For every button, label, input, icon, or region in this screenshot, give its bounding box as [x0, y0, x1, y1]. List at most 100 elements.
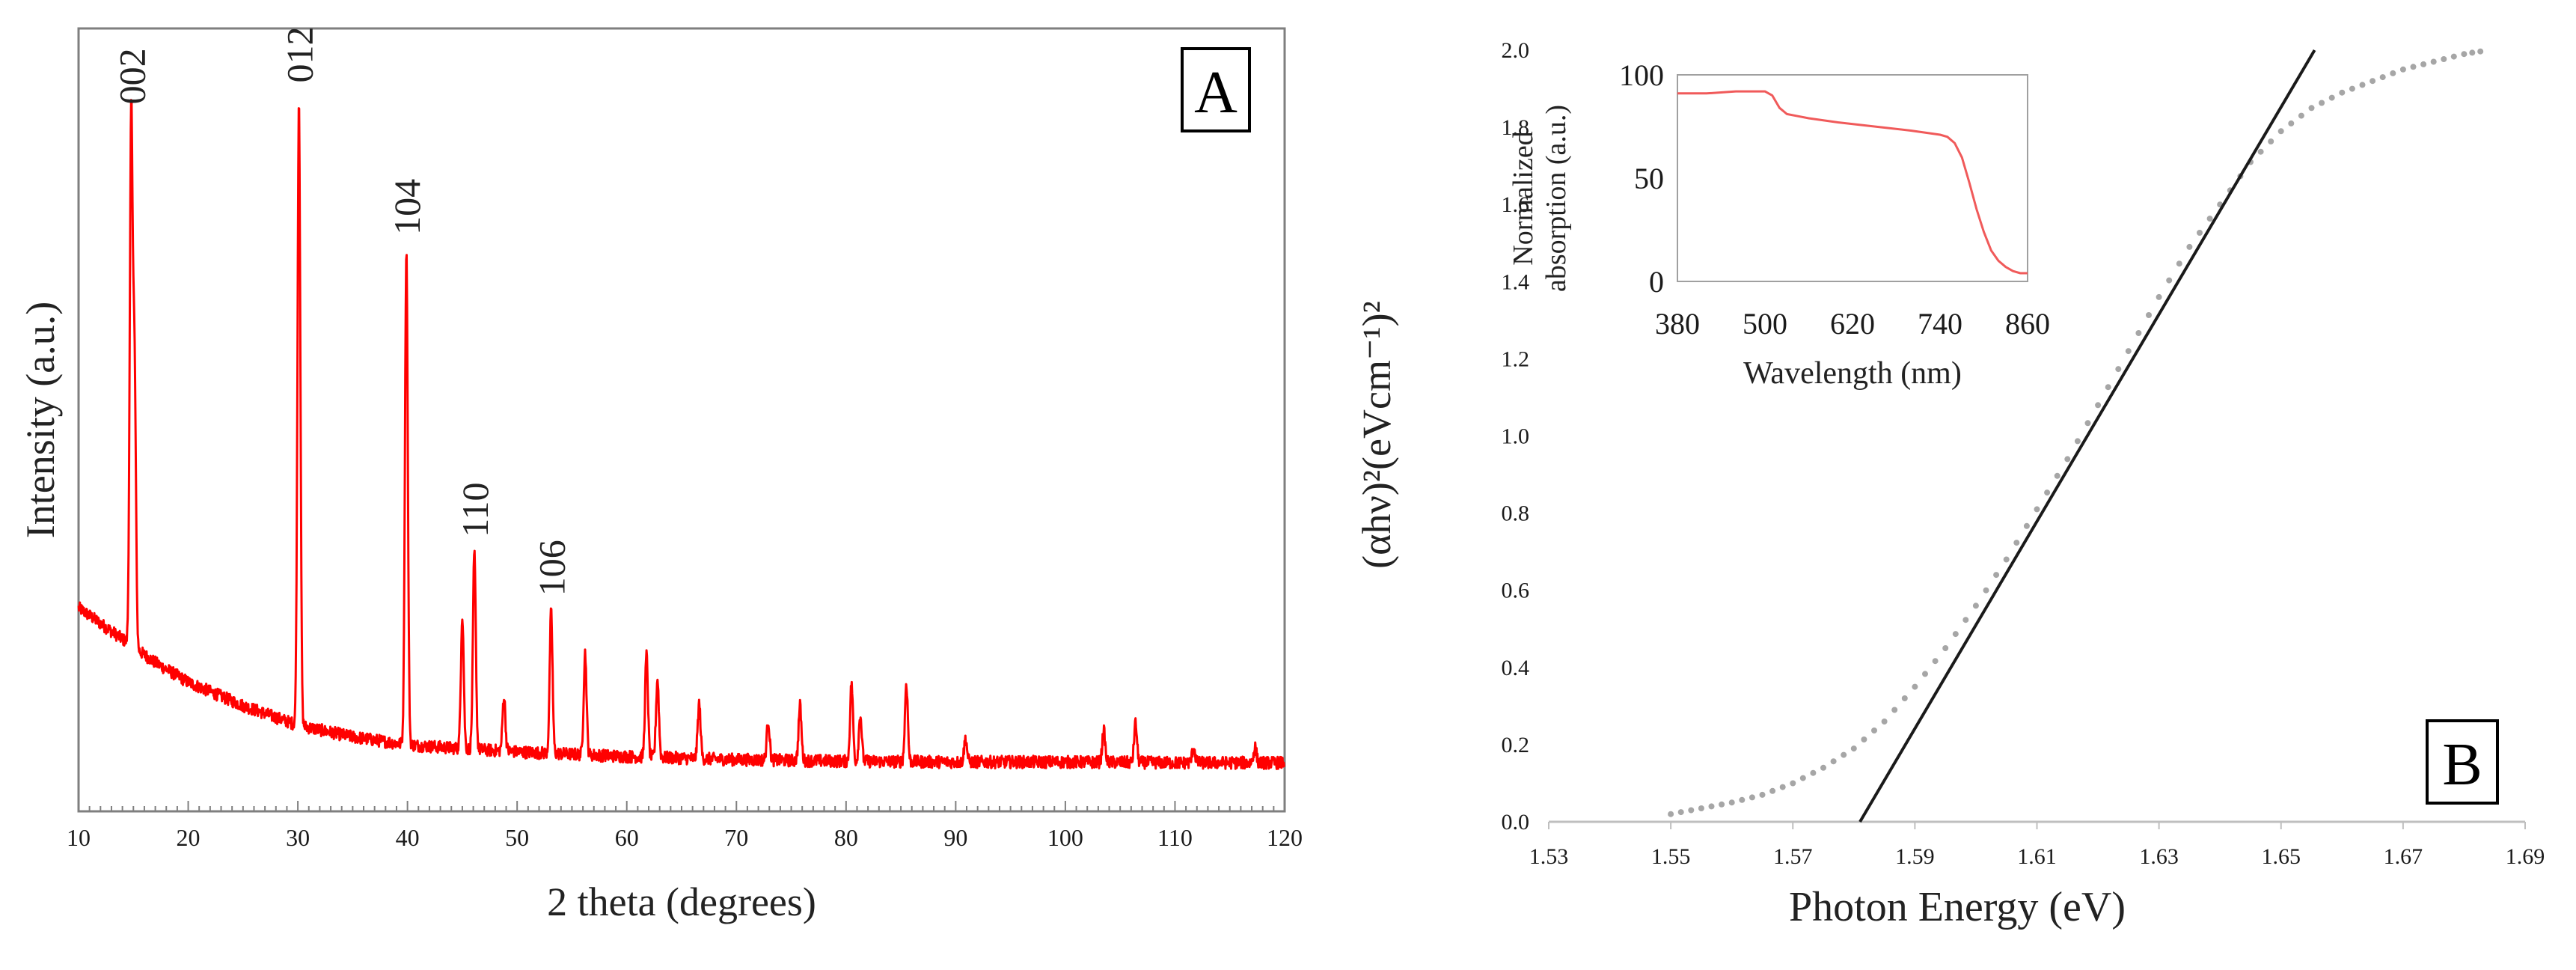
panel-a-letter: A	[1194, 60, 1237, 126]
inset-plot-frame	[1677, 74, 2028, 282]
tauc-data-point	[2461, 51, 2468, 58]
tauc-data-point	[1962, 617, 1969, 623]
tauc-data-point	[1850, 745, 1857, 752]
tauc-data-point	[2399, 66, 2406, 73]
tauc-data-point	[2298, 112, 2304, 119]
panel-a-y-axis-label: Intensity (a.u.)	[18, 302, 63, 538]
tauc-data-point	[2359, 82, 2366, 88]
peak-label-104: 104	[386, 179, 428, 235]
panel-b-series	[1668, 48, 2484, 823]
a-x-tick-label: 50	[505, 824, 529, 851]
panel-a-letter-box	[1181, 47, 1251, 132]
tauc-data-point	[1942, 645, 1949, 651]
tauc-data-point	[1861, 736, 1867, 742]
tauc-data-point	[2477, 48, 2484, 55]
a-x-tick-label: 40	[396, 824, 420, 851]
tauc-data-point	[2319, 100, 2325, 106]
tauc-data-point	[1841, 751, 1847, 758]
tauc-data-point	[2115, 366, 2122, 373]
inset-series	[1677, 90, 2028, 275]
b-x-tick-label: 1.55	[1651, 844, 1691, 869]
a-x-tick-label: 10	[67, 824, 91, 851]
a-x-tick-label: 70	[724, 824, 748, 851]
tauc-data-point	[1810, 769, 1817, 776]
tauc-data-point	[1688, 807, 1695, 814]
tauc-data-point	[2105, 384, 2111, 391]
tauc-data-point	[1901, 695, 1908, 701]
inset-y-axis-label-line2: absorption (a.u.)	[1541, 105, 1572, 292]
tauc-data-point	[1719, 801, 1725, 808]
tauc-data-point	[1891, 707, 1898, 713]
tauc-data-point	[2197, 230, 2203, 236]
a-x-tick-label: 30	[286, 824, 310, 851]
tauc-data-point	[1993, 572, 2000, 579]
tauc-data-point	[1677, 809, 1684, 816]
tauc-data-point	[1759, 791, 1766, 798]
panel-b-inset-chart: 380 500 620 740 860 0 50 100 Wavelength (nm) No…	[1508, 58, 2050, 391]
inset-x-tick-label: 860	[2005, 307, 2050, 341]
tauc-data-point	[2074, 438, 2081, 445]
tauc-data-point	[2156, 293, 2162, 300]
b-y-tick-label: 0.4	[1502, 656, 1530, 680]
tauc-data-point	[2095, 402, 2102, 409]
b-y-tick-label: 1.2	[1502, 347, 1530, 371]
tauc-data-point	[2469, 49, 2476, 56]
tauc-data-point	[1830, 758, 1837, 765]
tauc-data-point	[1952, 631, 1959, 638]
tauc-data-point	[1708, 803, 1715, 810]
b-x-tick-label: 1.69	[2506, 844, 2545, 869]
a-x-tick-label: 80	[834, 824, 858, 851]
tauc-data-point	[1983, 587, 1989, 594]
tauc-data-point	[2410, 64, 2417, 70]
tauc-data-point	[1932, 658, 1939, 665]
b-x-tick-label: 1.67	[2384, 844, 2423, 869]
peak-label-106: 106	[531, 540, 573, 596]
tauc-data-point	[1820, 764, 1826, 771]
inset-y-tick-label: 50	[1634, 162, 1664, 195]
a-x-tick-label: 90	[943, 824, 967, 851]
tauc-data-point	[2003, 556, 2010, 563]
inset-y-tick-label: 100	[1619, 58, 1664, 92]
tauc-data-point	[2084, 420, 2091, 427]
tauc-data-point	[1790, 780, 1796, 787]
inset-absorption-line	[1677, 90, 2028, 275]
tauc-data-point	[2135, 330, 2142, 336]
panel-a-xrd-chart: 10 20 30 40 50 60 70 80 90 100 110 120 002 012 104 110…	[18, 27, 1303, 925]
panel-b-letter-box	[2426, 719, 2499, 805]
tauc-data-point	[1728, 799, 1735, 806]
inset-y-tick-label: 0	[1649, 265, 1664, 299]
tauc-data-point	[2288, 120, 2295, 126]
tauc-data-point	[2379, 74, 2386, 81]
tauc-data-point	[2268, 138, 2274, 144]
tauc-data-point	[1668, 811, 1674, 817]
a-x-tick-label: 60	[615, 824, 639, 851]
inset-x-tick-label: 620	[1830, 307, 1875, 341]
panel-a-x-axis-label: 2 theta (degrees)	[547, 879, 816, 924]
tauc-data-point	[2146, 312, 2152, 318]
b-x-tick-label: 1.59	[1895, 844, 1935, 869]
tauc-data-point	[2044, 489, 2051, 496]
inset-y-axis-label-line1: Normalized	[1508, 131, 1539, 265]
panel-b-x-axis-label: Photon Energy (eV)	[1789, 884, 2126, 930]
a-x-tick-label: 120	[1267, 824, 1303, 851]
tauc-data-point	[2349, 85, 2355, 92]
panel-b-letter: B	[2442, 732, 2482, 798]
peak-label-110: 110	[454, 483, 496, 537]
tauc-data-point	[2370, 78, 2376, 85]
xrd-pattern-line	[77, 99, 1285, 770]
b-x-tick-label: 1.61	[2017, 844, 2057, 869]
panel-b-axes: 1.53 1.55 1.57 1.59 1.61 1.63 1.65 1.67 1.69 0.0 0…	[1502, 38, 2545, 869]
tauc-data-point	[1769, 787, 1776, 794]
b-x-tick-label: 1.53	[1529, 844, 1569, 869]
b-y-tick-label: 0.6	[1502, 579, 1530, 603]
tauc-data-point	[2064, 456, 2071, 463]
tauc-data-point	[2450, 53, 2457, 60]
tauc-data-point	[1739, 796, 1746, 803]
tauc-data-point	[2430, 58, 2437, 65]
tauc-data-dots	[1668, 48, 2484, 817]
tauc-linear-fit-line	[1858, 49, 2316, 823]
tauc-data-point	[1881, 719, 1888, 725]
tauc-data-point	[2441, 56, 2447, 62]
a-x-tick-label: 110	[1157, 824, 1193, 851]
